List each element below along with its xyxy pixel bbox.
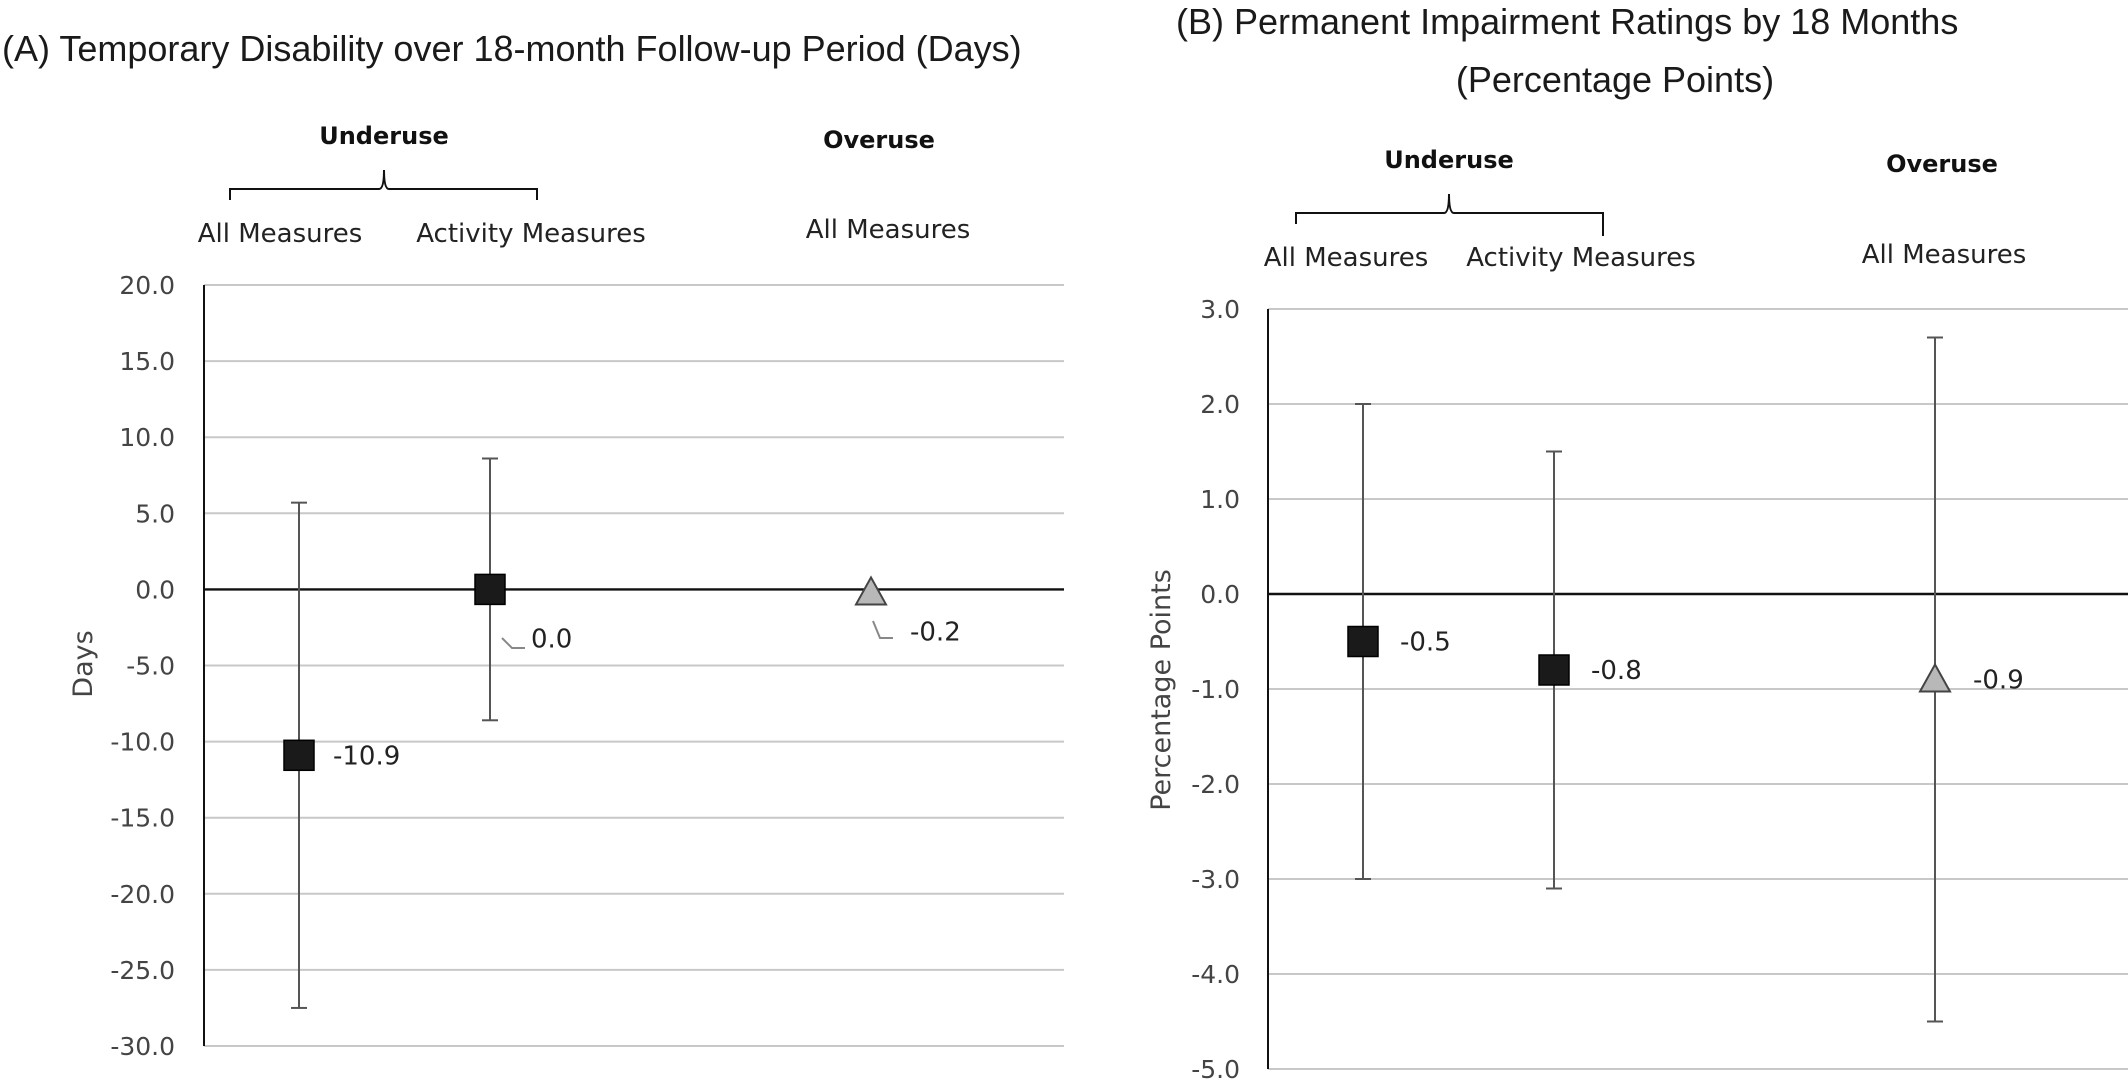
chart-b-point-triangle [1918,662,1952,693]
chart-b-y-tick-label: -3.0 [1191,865,1240,894]
chart-a-y-tick-label: 20.0 [119,271,175,300]
chart-b-group-overuse: Overuse [1886,150,1998,178]
chart-b-point-square [1347,625,1379,658]
chart-a-cat-overuse-all-measures: All Measures [806,215,971,245]
chart-a-y-tick-label: 0.0 [135,575,175,604]
chart-b-title-line2: (Percentage Points) [1456,59,1774,100]
chart-b-cat-overuse-all-measures: All Measures [1862,240,2027,270]
chart-a-y-axis-label: Days [68,630,99,697]
chart-b-y-tick-label: -4.0 [1191,960,1240,989]
chart-b-plot: 3.0 2.0 1.0 0.0 -1.0 -2.0 -3.0 -4.0 -5.0 -0.5 -0.8… [1191,295,2128,1079]
chart-a-data-label: -0.2 [910,617,961,647]
chart-a-y-tick-label: 15.0 [119,347,175,376]
chart-a-label-leader [872,620,893,639]
chart-b-point-square [1538,654,1570,686]
chart-a-label-leader [501,637,525,649]
chart-b-cat-all-measures: All Measures [1264,243,1429,273]
chart-a-group-overuse: Overuse [823,126,935,154]
chart-b-y-tick-label: 1.0 [1200,485,1240,514]
chart-b-data-label: -0.8 [1591,656,1642,686]
chart-a-y-tick-label: -15.0 [110,804,175,833]
chart-b-underuse-brace [1295,193,1604,236]
chart-b-y-tick-label: 2.0 [1200,390,1240,419]
chart-b-y-tick-label: 0.0 [1200,580,1240,609]
chart-a-y-tick-label: -10.0 [110,728,175,757]
chart-a-data-label: -10.9 [333,741,400,771]
chart-b-y-tick-label: -1.0 [1191,675,1240,704]
chart-a-point-triangle [854,575,888,606]
chart-a-point-square [283,739,315,772]
chart-a-underuse-brace [229,169,538,200]
chart-a-group-underuse: Underuse [319,122,449,150]
chart-a-data-label: 0.0 [531,624,572,654]
chart-a-y-tick-label: -30.0 [110,1032,175,1061]
chart-a-point-square [474,573,506,606]
chart-b-data-label: -0.5 [1400,628,1451,658]
chart-b-y-tick-label: -2.0 [1191,770,1240,799]
chart-a-y-tick-label: -5.0 [126,652,175,681]
chart-b-y-axis-label: Percentage Points [1146,569,1177,811]
chart-b-cat-activity-measures: Activity Measures [1466,243,1696,273]
chart-b-y-tick-label: -5.0 [1191,1055,1240,1079]
chart-a-y-tick-label: 10.0 [119,423,175,452]
chart-b-y-tick-label: 3.0 [1200,295,1240,324]
chart-b-data-label: -0.9 [1973,666,2024,696]
chart-a-plot: 20.0 15.0 10.0 5.0 0.0 -5.0 -10.0 -15.0 -20.0 -25… [110,271,1064,1061]
chart-b-group-underuse: Underuse [1384,146,1514,174]
chart-a-title: (A) Temporary Disability over 18-month F… [2,28,1022,69]
chart-b-title-line1: (B) Permanent Impairment Ratings by 18 M… [1176,1,1958,42]
chart-a-y-tick-label: 5.0 [135,499,175,528]
chart-a-cat-all-measures: All Measures [198,219,363,249]
chart-a-y-tick-label: -25.0 [110,956,175,985]
chart-a-cat-activity-measures: Activity Measures [416,219,646,249]
chart-a-y-tick-label: -20.0 [110,880,175,909]
